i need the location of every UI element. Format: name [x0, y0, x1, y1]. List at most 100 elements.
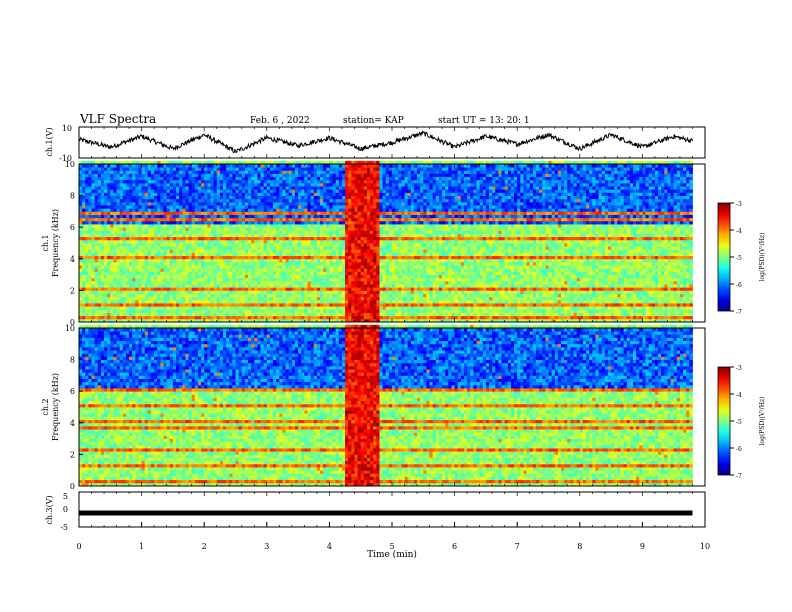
ch1-ylabel: ch.1(V) [45, 127, 54, 156]
spectrogram-cell [176, 243, 180, 247]
spectrogram-cell [207, 236, 211, 241]
spectrogram-cell [219, 230, 224, 234]
spectrogram-cell [147, 198, 152, 203]
spectrogram-cell [285, 230, 290, 234]
spectrogram-cell [135, 189, 139, 193]
spectrogram-cell [197, 306, 202, 310]
spectrogram-cell [207, 293, 211, 298]
spectrogram-cell [279, 195, 283, 200]
spectrogram-cell [351, 243, 355, 247]
spectrogram-cell [216, 296, 221, 301]
spectrogram-cell [288, 170, 293, 174]
spectrogram-cell [82, 205, 86, 209]
spectrogram-cell [116, 239, 121, 244]
spectrogram-cell [348, 293, 352, 298]
spectrogram-cell [100, 205, 105, 209]
spectrogram-cell [307, 233, 312, 238]
spectrogram-cell [301, 261, 305, 266]
spectrogram-cell [335, 217, 340, 222]
spectrogram-cell [301, 287, 305, 291]
spectrogram-cell [94, 265, 99, 269]
spectrogram-cell [304, 182, 308, 187]
spectrogram-cell [351, 306, 355, 310]
spectrogram-cell [332, 284, 337, 288]
spectrogram-cell [107, 252, 111, 257]
spectrogram-cell [345, 201, 349, 206]
spectrogram-cell [82, 303, 86, 307]
spectrogram-cell [194, 167, 199, 171]
spectrogram-cell [147, 160, 152, 165]
spectrogram-cell [210, 284, 214, 288]
spectrogram-cell [338, 164, 343, 168]
spectrogram-cell [191, 280, 196, 285]
spectrogram-cell [125, 170, 130, 174]
spectrogram-cell [316, 233, 321, 238]
spectrogram-cell [182, 182, 186, 187]
spectrogram-cell [373, 293, 377, 298]
spectrogram-cell [251, 198, 255, 203]
spectrogram-cell [285, 198, 290, 203]
spectrogram-cell [238, 236, 243, 241]
spectrogram-cell [191, 214, 196, 219]
spectrogram-cell [320, 252, 324, 257]
spectrogram-cell [147, 233, 152, 238]
spectrogram-cell [138, 315, 142, 320]
spectrogram-cell [150, 230, 155, 234]
spectrogram-cell [260, 243, 265, 247]
spectrogram-cell [291, 274, 296, 279]
spectrogram-cell [244, 315, 249, 320]
spectrogram-cell [197, 220, 202, 225]
spectrogram-cell [157, 208, 161, 212]
spectrogram-cell [222, 208, 227, 212]
spectrogram-cell [179, 186, 183, 190]
spectrogram-cell [285, 201, 290, 206]
spectrogram-cell [254, 176, 258, 181]
spectrogram-cell [269, 167, 274, 171]
spectrogram-cell [182, 318, 186, 323]
spectrogram-cell [125, 312, 130, 317]
spectrogram-cell [229, 265, 233, 269]
spectrogram-cell [241, 173, 246, 178]
spectrogram-cell [138, 312, 142, 317]
spectrogram-cell [144, 164, 149, 168]
spectrogram-cell [163, 170, 168, 174]
spectrogram-cell [154, 290, 158, 294]
spectrogram-cell [141, 277, 146, 282]
spectrogram-cell [348, 230, 352, 234]
spectrogram-cell [313, 164, 318, 168]
spectrogram-cell [79, 315, 83, 320]
spectrogram-cell [376, 201, 380, 206]
spectrogram-cell [341, 252, 346, 257]
spectrogram-cell [135, 243, 139, 247]
spectrogram-cell [147, 205, 152, 209]
spectrogram-cell [166, 217, 171, 222]
spectrogram-cell [348, 255, 352, 260]
spectrogram-cell [313, 195, 318, 200]
spectrogram-cell [166, 274, 171, 279]
spectrogram-cell [163, 255, 168, 260]
spectrogram-cell [104, 170, 108, 174]
spectrogram-cell [329, 227, 333, 231]
spectrogram-cell [313, 192, 318, 196]
spectrogram-cell [310, 186, 315, 190]
spectrogram-cell [254, 170, 258, 174]
spectrogram-cell [301, 164, 305, 168]
spectrogram-cell [216, 170, 221, 174]
spectrogram-cell [88, 208, 92, 212]
spectrogram-cell [366, 261, 371, 266]
ch1-waveform-panel: 10 -10 ch.1(V) [45, 124, 706, 163]
spectrogram-cell [185, 179, 189, 184]
spectrogram-cell [326, 173, 330, 178]
spectrogram-cell [191, 309, 196, 313]
spectrogram-cell [326, 182, 330, 187]
spectrogram-cell [251, 167, 255, 171]
spectrogram-cell [260, 208, 265, 212]
spectrogram-cell [238, 255, 243, 260]
spectrogram-cell [179, 205, 183, 209]
spectrogram-cell [132, 164, 136, 168]
spectrogram-cell [229, 274, 233, 279]
spectrogram-cell [345, 306, 349, 310]
spectrogram-cell [360, 220, 365, 225]
spectrogram-cell [260, 220, 265, 225]
spectrogram-cell [329, 312, 333, 317]
